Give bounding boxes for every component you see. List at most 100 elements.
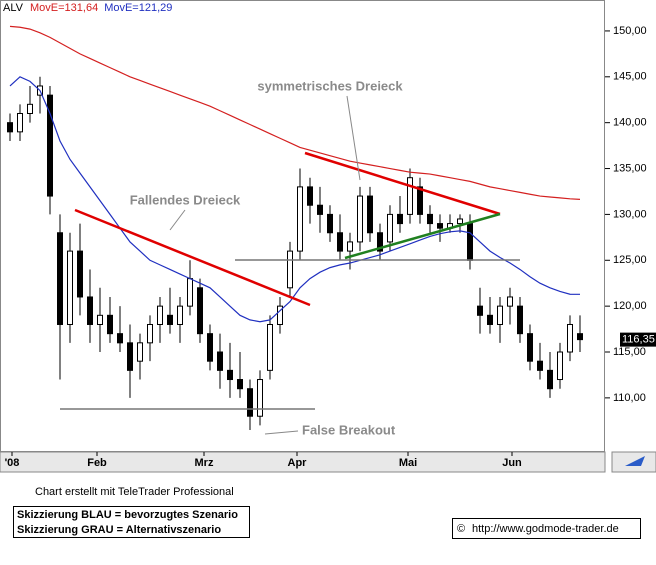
- candle-body: [247, 388, 253, 417]
- y-tick-label: 115,00: [613, 346, 646, 358]
- candle-body: [207, 333, 213, 362]
- candle-body: [297, 186, 303, 252]
- candle-body: [107, 314, 113, 335]
- trend-line: [344, 212, 501, 260]
- x-tick-label: Feb: [87, 457, 107, 469]
- moving-average: [9, 76, 581, 323]
- annotation: False Breakout: [302, 422, 396, 437]
- scroll-icon: [625, 456, 645, 466]
- candle-body: [567, 323, 573, 353]
- pointer: [346, 95, 361, 181]
- annotation: symmetrisches Dreieck: [257, 78, 403, 93]
- note: Skizzierung BLAU = bevorzugtes Szenario: [17, 509, 238, 521]
- y-tick-label: 125,00: [613, 254, 647, 266]
- y-tick-label: 110,00: [613, 392, 646, 404]
- candle-body: [17, 112, 23, 133]
- copyright: ©: [457, 523, 465, 535]
- candle-body: [387, 213, 393, 243]
- candle-body: [437, 223, 443, 229]
- candle-body: [327, 213, 333, 234]
- last-price-box: [620, 332, 656, 347]
- candle-body: [367, 195, 373, 234]
- candle-body: [537, 360, 543, 371]
- candle-body: [147, 323, 153, 344]
- note-box: [13, 506, 250, 538]
- candle-body: [397, 213, 403, 225]
- candle-body: [407, 177, 413, 215]
- candle-body: [237, 379, 243, 390]
- candle-body: [7, 122, 13, 133]
- x-tick-label: Apr: [288, 457, 308, 469]
- candle-body: [57, 232, 63, 325]
- candle-body: [67, 250, 73, 325]
- candle-body: [357, 195, 363, 243]
- candle-body: [467, 223, 473, 261]
- candle-body: [347, 241, 353, 252]
- candle-body: [27, 103, 33, 114]
- candle-body: [257, 379, 263, 417]
- y-tick-label: 140,00: [613, 117, 647, 129]
- candle-body: [127, 342, 133, 371]
- candle-body: [477, 305, 483, 316]
- pointer: [169, 209, 186, 231]
- candle-body: [227, 369, 233, 381]
- legend-entry: MovE=131,64: [30, 2, 98, 14]
- credit: Chart erstellt mit TeleTrader Profession…: [35, 486, 234, 498]
- candle-body: [427, 213, 433, 225]
- x-axis-band: [0, 451, 606, 473]
- background: [0, 0, 656, 472]
- marks: [7, 25, 583, 430]
- url[interactable]: http://www.godmode-trader.de: [472, 523, 619, 535]
- last-price-label: 116,35: [622, 334, 655, 346]
- candle-body: [197, 287, 203, 335]
- candle-body: [307, 186, 313, 206]
- candle-body: [267, 323, 273, 371]
- annotation: Fallendes Dreieck: [130, 192, 241, 207]
- y-tick-label: 150,00: [613, 25, 647, 37]
- candle-body: [547, 369, 553, 390]
- y-tick-label: 120,00: [613, 300, 647, 312]
- y-tick-label: 145,00: [613, 71, 647, 83]
- candle-body: [557, 351, 563, 381]
- candle-body: [117, 333, 123, 344]
- candle-body: [527, 333, 533, 362]
- legend: MovE=131,64 MovE=121,29: [30, 2, 172, 14]
- candle-body: [47, 94, 53, 197]
- candle-body: [287, 250, 293, 289]
- note: Skizzierung GRAU = Alternativszenario: [17, 524, 221, 536]
- candle-body: [577, 333, 583, 341]
- candle-body: [457, 218, 463, 225]
- candle-body: [277, 305, 283, 325]
- x-tick-label: Jun: [502, 457, 522, 469]
- candle-body: [187, 278, 193, 307]
- trend-line: [304, 151, 501, 216]
- candle-body: [77, 250, 83, 298]
- candle-body: [157, 305, 163, 325]
- candle-body: [217, 351, 223, 371]
- x-tick-label: Mai: [399, 457, 417, 469]
- legend-entry: MovE=121,29: [104, 2, 172, 14]
- candle-body: [167, 314, 173, 325]
- candle-body: [87, 296, 93, 325]
- candle-body: [337, 232, 343, 252]
- trend-line: [74, 208, 311, 307]
- candle-body: [517, 305, 523, 335]
- candle-body: [137, 342, 143, 362]
- y-tick-label: 130,00: [613, 208, 647, 220]
- candle-body: [377, 232, 383, 252]
- candle-body: [487, 314, 493, 325]
- candle-body: [507, 296, 513, 307]
- x-tick-label: Mrz: [195, 457, 214, 469]
- candle-body: [417, 186, 423, 215]
- pointer: [264, 430, 299, 435]
- candle-body: [497, 305, 503, 325]
- moving-average: [9, 25, 581, 200]
- candle-body: [177, 305, 183, 325]
- candle-body: [97, 314, 103, 325]
- url-box: [452, 518, 641, 539]
- x-tick-label: '08: [5, 457, 20, 469]
- y-tick-label: 135,00: [613, 162, 647, 174]
- symbol: ALV: [3, 2, 24, 14]
- candle-body: [317, 204, 323, 215]
